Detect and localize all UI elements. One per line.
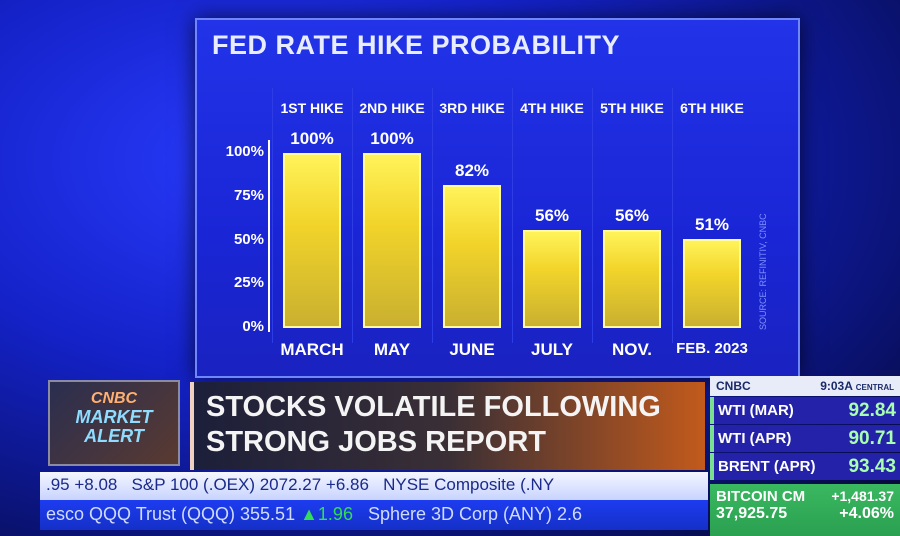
market-alert-badge: CNBC MARKET ALERT [48, 380, 180, 466]
y-tick-label: 100% [225, 143, 264, 160]
quote-row: WTI (MAR) 92.84 [710, 397, 900, 424]
quote-value: 92.84 [848, 399, 896, 421]
column-divider [352, 88, 430, 343]
bitcoin-label: BITCOIN CM [716, 488, 806, 505]
x-tick-label: MARCH [280, 340, 344, 359]
bar [603, 230, 661, 328]
source-note: SOURCE: REFINITIV, CNBC [758, 213, 768, 330]
alert-line2: ALERT [84, 426, 144, 446]
value-label: 56% [534, 206, 570, 225]
headline-line1: STOCKS VOLATILE FOLLOWING [206, 391, 661, 423]
cnbc-logo: CNBC [716, 379, 751, 393]
ticker-top: .95 +8.08 S&P 100 (.OEX) 2072.27 +6.86 N… [40, 472, 708, 500]
clock-time: 9:03A [820, 379, 853, 393]
bitcoin-price: 37,925.75 [716, 505, 788, 522]
quote-label: WTI (MAR) [718, 402, 794, 419]
cnbc-logo: CNBC [90, 390, 138, 407]
column-divider [512, 88, 590, 343]
column-header: 1ST HIKE [280, 100, 344, 116]
chart-title: FED RATE HIKE PROBABILITY [212, 30, 621, 60]
bar [683, 238, 741, 328]
column-divider [672, 88, 750, 343]
column-header: 6TH HIKE [680, 100, 744, 116]
x-tick-label: NOV. [611, 340, 652, 359]
ticker-item: Sphere 3D Corp (ANY) 2.6 [352, 504, 583, 524]
x-tick-label: JUNE [449, 340, 495, 359]
market-panel-header: CNBC 9:03A CENTRAL [710, 376, 900, 396]
value-label: 100% [370, 129, 414, 148]
quote-row: WTI (APR) 90.71 [710, 425, 900, 452]
y-tick-label: 50% [233, 230, 264, 248]
value-label: 82% [454, 160, 490, 180]
column-header: 2ND HIKE [359, 100, 425, 116]
up-arrow-icon: ▲ [300, 504, 318, 524]
quote-value: 90.71 [848, 427, 896, 449]
y-tick-label: 25% [233, 274, 264, 292]
quote-label: BRENT (APR) [718, 458, 816, 475]
quote-label: WTI (APR) [718, 430, 792, 447]
column-divider [432, 88, 510, 343]
bitcoin-change: +1,481.37 [831, 488, 894, 504]
alert-line1: MARKET [75, 407, 153, 427]
column-divider [592, 88, 670, 343]
bar [363, 153, 421, 328]
column-header: 4TH HIKE [520, 100, 584, 116]
ticker-item: esco QQQ Trust (QQQ) 355.51 [46, 504, 301, 524]
value-label: 56% [614, 206, 650, 225]
value-label: 51% [694, 214, 730, 234]
x-tick-label: MAY [373, 340, 411, 359]
ticker-bottom: esco QQQ Trust (QQQ) 355.51 ▲1.96 Sphere… [40, 500, 708, 530]
column-divider [272, 88, 350, 343]
x-tick-label: FEB. 2023 [676, 340, 748, 357]
market-panel: CNBC 9:03A CENTRAL WTI (MAR) 92.84 WTI (AP… [710, 376, 900, 536]
bitcoin-pct: +4.06% [839, 505, 894, 522]
bitcoin-quote: BITCOIN CM +1,481.37 37,925.75 +4.06% [710, 484, 900, 536]
headline-line2: STRONG JOBS REPORT [206, 426, 546, 458]
quote-value: 93.43 [848, 455, 896, 477]
bar [523, 230, 581, 328]
column-header: 5TH HIKE [600, 100, 664, 116]
value-label: 100% [290, 129, 334, 148]
headline: STOCKS VOLATILE FOLLOWING STRONG JOBS RE… [190, 382, 705, 470]
x-tick-label: JULY [531, 340, 573, 359]
time-zone: CENTRAL [855, 383, 894, 392]
ticker-change: 1.96 [317, 504, 353, 524]
y-axis [268, 140, 270, 332]
bar [443, 184, 501, 328]
column-header: 3RD HIKE [439, 100, 505, 116]
y-tick-label: 0% [242, 318, 264, 335]
y-tick-label: 75% [233, 186, 264, 204]
quote-row: BRENT (APR) 93.43 [710, 453, 900, 480]
bar [283, 153, 341, 328]
